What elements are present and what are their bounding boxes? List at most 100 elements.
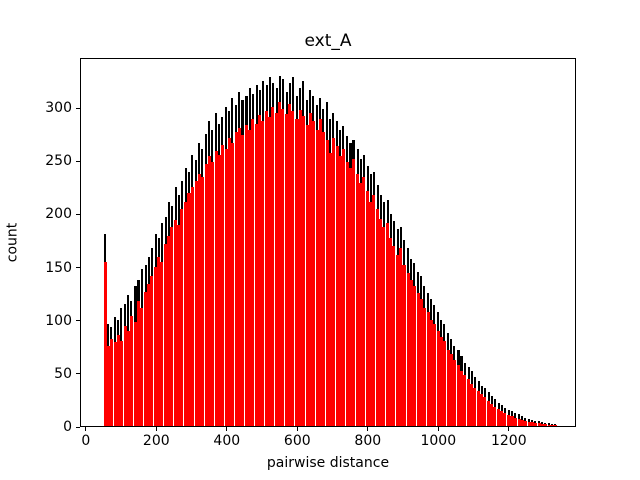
x-tick-label: 1000 — [420, 433, 457, 449]
bin-red-fill — [167, 235, 171, 426]
histogram-bin — [497, 59, 501, 426]
x-tick-label: 600 — [283, 433, 311, 449]
bin-black-tip — [493, 398, 496, 407]
bin-black-tip — [137, 280, 140, 302]
bin-black-tip — [120, 307, 123, 342]
bin-red-fill — [550, 424, 554, 426]
bin-black-tip — [160, 222, 163, 263]
y-tick-label: 300 — [45, 100, 72, 116]
bin-red-fill — [291, 110, 295, 426]
histogram-bin — [245, 59, 249, 426]
bin-red-fill — [369, 201, 373, 426]
bin-black-tip — [477, 380, 480, 392]
histogram-bin — [513, 59, 518, 426]
histogram-bin — [533, 59, 538, 426]
histogram-bin — [470, 59, 474, 426]
histogram-bin — [204, 59, 208, 426]
bin-black-tip — [221, 117, 224, 145]
bin-black-tip — [319, 98, 322, 120]
bin-black-tip — [190, 155, 194, 187]
histogram-bin — [301, 59, 306, 426]
bin-black-tip — [410, 258, 413, 281]
bin-black-tip — [467, 366, 470, 380]
bin-black-tip — [180, 180, 183, 210]
histogram-bin — [230, 59, 235, 426]
histogram-bin — [409, 59, 413, 426]
bin-red-fill — [523, 420, 527, 426]
histogram-bin — [503, 59, 508, 426]
bin-red-fill — [281, 108, 285, 426]
bin-red-fill — [184, 201, 188, 426]
x-tick-mark — [155, 427, 157, 431]
histogram-bin — [399, 59, 403, 426]
bin-red-fill — [432, 324, 436, 426]
bin-red-fill — [308, 112, 312, 426]
histogram-bin — [261, 59, 266, 426]
bin-red-fill — [352, 159, 356, 426]
bin-black-tip — [124, 304, 127, 326]
x-tick-label: 0 — [81, 433, 91, 449]
bin-red-fill — [399, 248, 403, 426]
bin-red-fill — [483, 397, 487, 426]
bin-black-tip — [117, 320, 120, 336]
bin-black-tip — [241, 100, 244, 136]
x-tick-mark — [226, 427, 228, 431]
bin-black-tip — [406, 248, 410, 273]
bin-black-tip — [483, 387, 486, 398]
histogram-bin — [345, 59, 349, 426]
histogram-bin — [422, 59, 427, 426]
bin-black-tip — [177, 195, 180, 226]
bin-black-tip — [130, 301, 133, 317]
bin-black-tip — [295, 96, 298, 120]
histogram-bin — [369, 59, 373, 426]
histogram-bin — [379, 59, 383, 426]
bin-black-tip — [531, 419, 534, 422]
bin-red-fill — [275, 112, 279, 426]
bin-black-tip — [326, 102, 329, 141]
bin-red-fill — [470, 383, 474, 426]
bin-black-tip — [433, 305, 436, 325]
histogram-bin — [449, 59, 453, 426]
bin-red-fill — [517, 418, 521, 426]
histogram-bin — [295, 59, 299, 426]
bin-black-tip — [548, 422, 551, 425]
histogram-bin — [392, 59, 397, 426]
bin-red-fill — [315, 129, 319, 426]
histogram-bin — [227, 59, 231, 426]
bin-red-fill — [362, 177, 366, 426]
bin-red-fill — [338, 156, 342, 426]
histogram-bin — [335, 59, 339, 426]
bin-red-fill — [406, 272, 410, 426]
histogram-bin — [298, 59, 302, 426]
bin-black-tip — [107, 324, 110, 346]
bin-black-tip — [518, 414, 521, 419]
bin-red-fill — [177, 225, 181, 426]
bin-red-fill — [426, 311, 430, 426]
histogram-bin — [366, 59, 370, 426]
histogram-bin — [530, 59, 534, 426]
histogram-bin — [382, 59, 387, 426]
bin-black-tip — [423, 286, 426, 308]
bin-black-tip — [510, 411, 513, 417]
bin-black-tip — [392, 220, 395, 247]
histogram-bin — [305, 59, 309, 426]
bin-black-tip — [402, 239, 405, 266]
histogram-bin — [456, 59, 460, 426]
histogram-bin — [460, 59, 464, 426]
bin-black-tip — [457, 349, 460, 365]
histogram-bin — [473, 59, 478, 426]
histogram-bin — [510, 59, 514, 426]
histogram-bin — [154, 59, 158, 426]
bin-red-fill — [237, 127, 241, 426]
bin-red-fill — [240, 135, 244, 426]
bin-black-tip — [437, 311, 440, 331]
bin-red-fill — [386, 222, 390, 426]
bin-black-tip — [440, 320, 443, 338]
bin-red-fill — [295, 119, 299, 426]
bin-red-fill — [248, 129, 252, 426]
bin-black-tip — [127, 294, 130, 331]
histogram-bin — [328, 59, 332, 426]
histogram-bin — [356, 59, 360, 426]
bin-red-fill — [422, 307, 426, 426]
